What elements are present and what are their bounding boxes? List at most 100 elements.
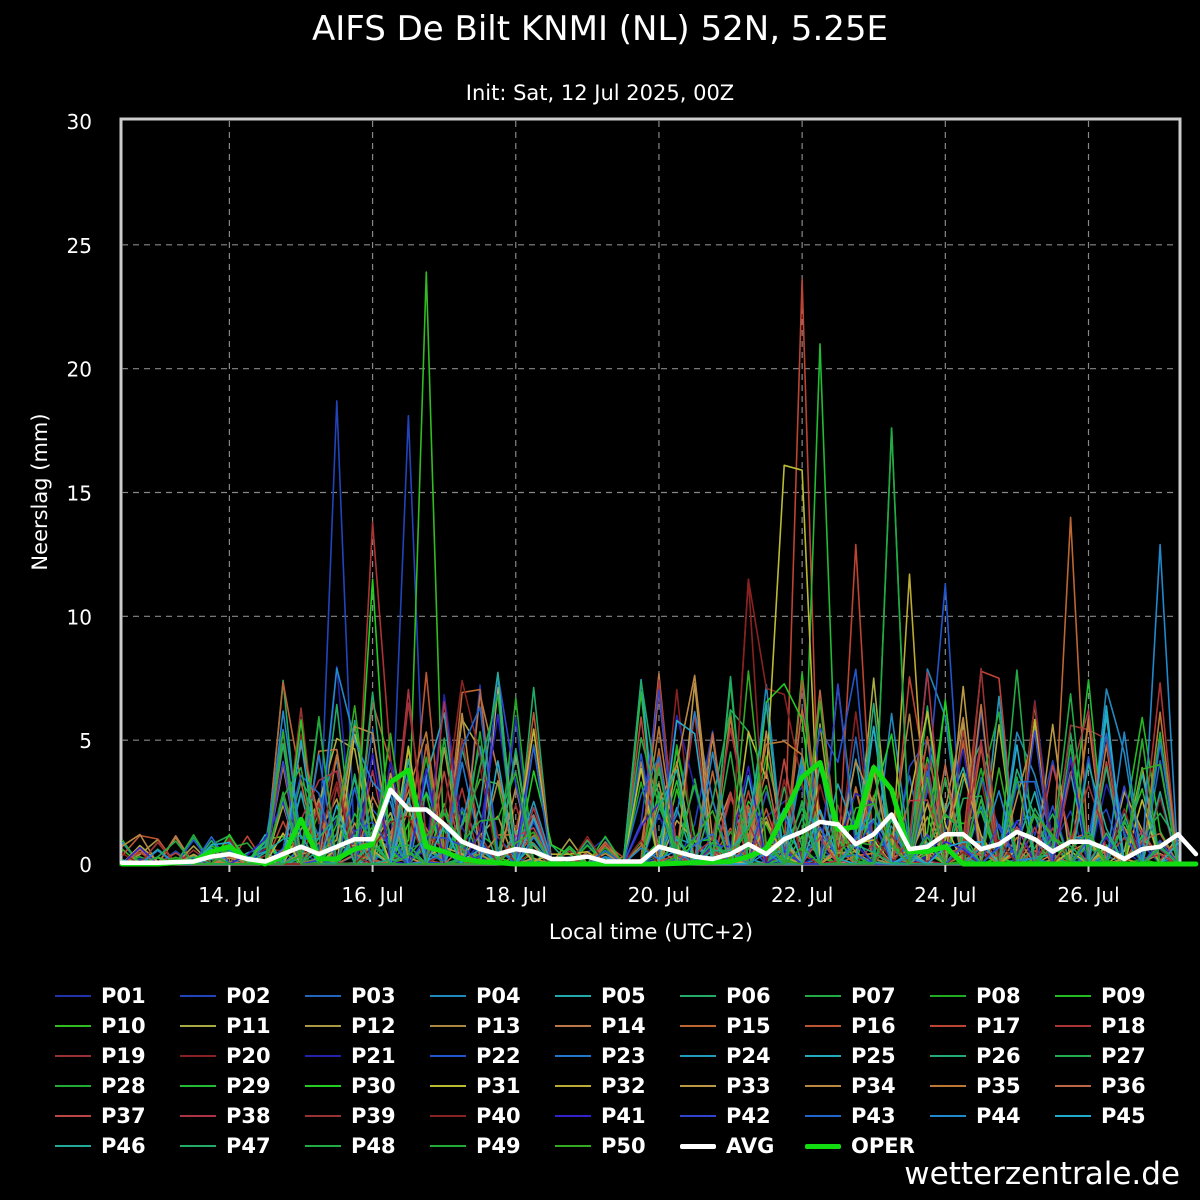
legend: P01 P02 P03 P04 P05 P06 P07 P08 P09 P10 P11 P12 P13 P… xyxy=(55,981,1195,1161)
legend-item-p12: P12 xyxy=(305,1011,430,1041)
legend-label: P43 xyxy=(851,1104,896,1128)
legend-label: P39 xyxy=(351,1104,396,1128)
legend-label: P14 xyxy=(601,1014,646,1038)
legend-item-p27: P27 xyxy=(1055,1041,1180,1071)
legend-swatch xyxy=(1055,1055,1091,1057)
legend-swatch xyxy=(305,1085,341,1087)
legend-label: P07 xyxy=(851,984,896,1008)
legend-label: P24 xyxy=(726,1044,771,1068)
legend-label: P42 xyxy=(726,1104,771,1128)
legend-swatch xyxy=(930,995,966,997)
legend-label: P22 xyxy=(476,1044,521,1068)
legend-item-p28: P28 xyxy=(55,1071,180,1101)
legend-label: P30 xyxy=(351,1074,396,1098)
legend-swatch xyxy=(430,995,466,997)
legend-item-p06: P06 xyxy=(680,981,805,1011)
legend-swatch xyxy=(805,1025,841,1027)
legend-item-p34: P34 xyxy=(805,1071,930,1101)
legend-item-p08: P08 xyxy=(930,981,1055,1011)
legend-item-p16: P16 xyxy=(805,1011,930,1041)
legend-swatch xyxy=(930,1115,966,1117)
legend-item-p35: P35 xyxy=(930,1071,1055,1101)
legend-label: P36 xyxy=(1101,1074,1146,1098)
legend-item-p09: P09 xyxy=(1055,981,1180,1011)
legend-swatch xyxy=(1055,1115,1091,1117)
legend-swatch xyxy=(305,995,341,997)
ensemble-series xyxy=(121,271,1179,865)
legend-item-p39: P39 xyxy=(305,1101,430,1131)
legend-item-p37: P37 xyxy=(55,1101,180,1131)
legend-item-p41: P41 xyxy=(555,1101,680,1131)
legend-swatch xyxy=(555,995,591,997)
legend-item-p46: P46 xyxy=(55,1131,180,1161)
x-axis-ticks: 14. Jul 16. Jul 18. Jul 20. Jul 22. Jul 24. J… xyxy=(198,864,1120,907)
legend-item-p26: P26 xyxy=(930,1041,1055,1071)
legend-swatch xyxy=(1055,995,1091,997)
legend-item-p42: P42 xyxy=(680,1101,805,1131)
legend-item-p36: P36 xyxy=(1055,1071,1180,1101)
legend-swatch xyxy=(55,1115,91,1117)
legend-label: P23 xyxy=(601,1044,646,1068)
legend-swatch xyxy=(805,1143,841,1149)
legend-item-p18: P18 xyxy=(1055,1011,1180,1041)
legend-swatch xyxy=(180,995,216,997)
legend-label: P50 xyxy=(601,1134,646,1158)
legend-label: P29 xyxy=(226,1074,271,1098)
legend-item-p14: P14 xyxy=(555,1011,680,1041)
legend-item-p22: P22 xyxy=(430,1041,555,1071)
legend-label: P33 xyxy=(726,1074,771,1098)
y-tick-label: 0 xyxy=(79,853,92,877)
legend-label: OPER xyxy=(851,1134,915,1158)
legend-item-p19: P19 xyxy=(55,1041,180,1071)
legend-label: P37 xyxy=(101,1104,146,1128)
x-axis-label: Local time (UTC+2) xyxy=(549,920,753,944)
y-axis-label: Neerslag (mm) xyxy=(28,413,52,570)
legend-swatch xyxy=(805,1085,841,1087)
legend-swatch xyxy=(305,1145,341,1147)
legend-swatch xyxy=(680,1055,716,1057)
y-tick-label: 20 xyxy=(67,358,92,382)
legend-label: P34 xyxy=(851,1074,896,1098)
legend-item-p40: P40 xyxy=(430,1101,555,1131)
legend-swatch xyxy=(430,1085,466,1087)
x-tick-label: 18. Jul xyxy=(485,883,547,907)
legend-row: P01 P02 P03 P04 P05 P06 P07 P08 P09 xyxy=(55,981,1195,1011)
legend-swatch xyxy=(555,1085,591,1087)
legend-swatch xyxy=(305,1115,341,1117)
legend-label: P20 xyxy=(226,1044,271,1068)
legend-swatch xyxy=(180,1145,216,1147)
legend-item-p02: P02 xyxy=(180,981,305,1011)
legend-swatch xyxy=(805,995,841,997)
legend-label: P48 xyxy=(351,1134,396,1158)
legend-item-p24: P24 xyxy=(680,1041,805,1071)
legend-item-p23: P23 xyxy=(555,1041,680,1071)
legend-item-p30: P30 xyxy=(305,1071,430,1101)
legend-item-p07: P07 xyxy=(805,981,930,1011)
legend-swatch xyxy=(180,1115,216,1117)
legend-item-p21: P21 xyxy=(305,1041,430,1071)
legend-item-p01: P01 xyxy=(55,981,180,1011)
legend-label: P15 xyxy=(726,1014,771,1038)
legend-row: P37 P38 P39 P40 P41 P42 P43 P44 P45 xyxy=(55,1101,1195,1131)
watermark: wetterzentrale.de xyxy=(904,1156,1180,1192)
legend-swatch xyxy=(930,1025,966,1027)
legend-swatch xyxy=(180,1055,216,1057)
legend-swatch xyxy=(555,1025,591,1027)
legend-swatch xyxy=(430,1115,466,1117)
legend-item-p48: P48 xyxy=(305,1131,430,1161)
legend-swatch xyxy=(180,1085,216,1087)
legend-swatch xyxy=(430,1025,466,1027)
legend-swatch xyxy=(55,1085,91,1087)
legend-label: P47 xyxy=(226,1134,271,1158)
y-axis-ticks: 0 5 10 15 20 25 30 xyxy=(67,110,92,877)
legend-label: P01 xyxy=(101,984,146,1008)
legend-item-p43: P43 xyxy=(805,1101,930,1131)
grid xyxy=(122,121,1178,864)
y-tick-label: 5 xyxy=(79,729,92,753)
legend-label: P21 xyxy=(351,1044,396,1068)
legend-label: P12 xyxy=(351,1014,396,1038)
legend-label: P04 xyxy=(476,984,521,1008)
legend-label: P02 xyxy=(226,984,271,1008)
legend-label: P10 xyxy=(101,1014,146,1038)
legend-item-avg: AVG xyxy=(680,1131,805,1161)
